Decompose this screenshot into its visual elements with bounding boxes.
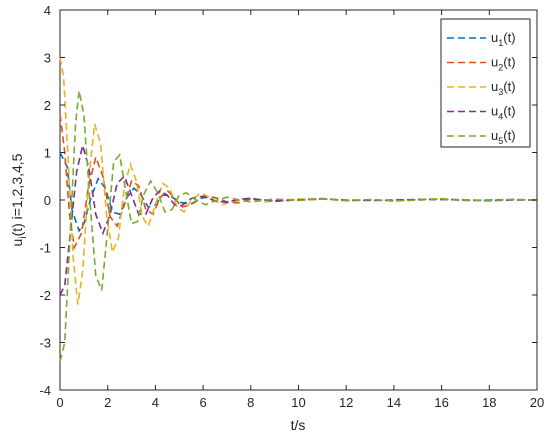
legend-label-base: u (491, 104, 498, 119)
x-tick-label: 4 (152, 395, 159, 410)
y-tick-label: -3 (39, 336, 51, 351)
legend-label-u3: u3(t) (491, 79, 516, 97)
legend-label-rest: (t) (503, 30, 515, 45)
legend-label-base: u (491, 30, 498, 45)
y-tick-label: 0 (44, 193, 51, 208)
y-tick-label: -1 (39, 241, 51, 256)
x-tick-label: 6 (199, 395, 206, 410)
legend-label-u2: u2(t) (491, 55, 516, 73)
legend-label-rest: (t) (503, 104, 515, 119)
y-tick-label: 2 (44, 98, 51, 113)
legend-label-subscript: 1 (498, 38, 503, 48)
x-tick-label: 14 (387, 395, 401, 410)
legend-label-u4: u4(t) (491, 104, 516, 122)
legend-label-rest: (t) (503, 128, 515, 143)
legend-box (440, 18, 531, 148)
legend-label-base: u (491, 79, 498, 94)
x-tick-label: 10 (291, 395, 305, 410)
x-tick-label: 16 (434, 395, 448, 410)
x-tick-label: 18 (482, 395, 496, 410)
legend-label-base: u (491, 128, 498, 143)
x-tick-label: 2 (104, 395, 111, 410)
legend-label-u1: u1(t) (491, 30, 516, 48)
series-line-u5 (59, 90, 538, 362)
x-tick-label: 0 (56, 395, 63, 410)
x-axis-label: t/s (291, 417, 306, 433)
x-tick-label: 20 (530, 395, 544, 410)
legend-label-u5: u5(t) (491, 128, 516, 146)
x-tick-label: 8 (247, 395, 254, 410)
legend-label-rest: (t) (503, 55, 515, 70)
y-axis-label: ui(t) i=1,2,3,4,5 (9, 153, 29, 246)
legend: u1(t)u2(t)u3(t)u4(t)u5(t) (440, 18, 531, 148)
y-axis-label-rest: (t) i=1,2,3,4,5 (9, 153, 25, 236)
y-tick-label: 1 (44, 146, 51, 161)
legend-label-base: u (491, 55, 498, 70)
y-axis-label-base: u (9, 239, 25, 247)
legend-label-subscript: 2 (498, 63, 503, 73)
legend-label-subscript: 4 (498, 112, 503, 122)
y-tick-label: -4 (39, 383, 51, 398)
y-tick-label: -2 (39, 288, 51, 303)
y-axis-label-subscript: i (18, 236, 29, 238)
legend-label-subscript: 3 (498, 87, 503, 97)
legend-label-rest: (t) (503, 79, 515, 94)
x-tick-label: 12 (339, 395, 353, 410)
y-tick-label: 4 (44, 3, 51, 18)
y-tick-label: 3 (44, 51, 51, 66)
legend-label-subscript: 5 (498, 136, 503, 146)
series-group (59, 57, 538, 362)
series-line-u4 (59, 145, 537, 296)
